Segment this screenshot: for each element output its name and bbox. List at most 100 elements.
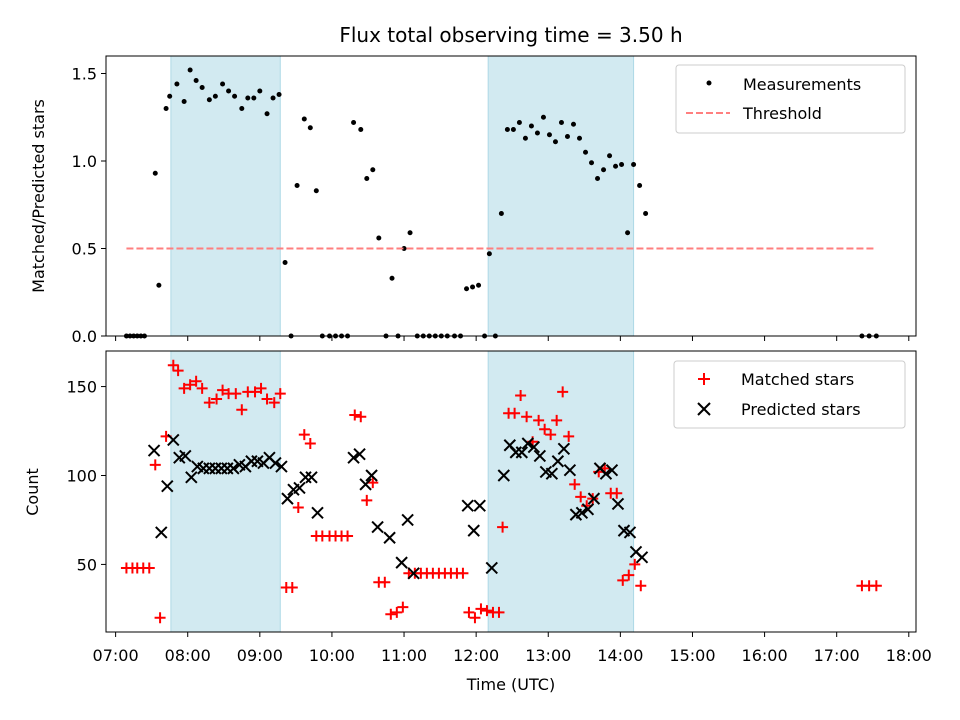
matched-stars-point-57 — [469, 612, 481, 624]
matched-stars-point-22 — [255, 382, 267, 394]
matched-stars-point-61 — [493, 606, 505, 618]
matched-stars-point-65 — [515, 389, 527, 401]
measurements-point-16 — [212, 93, 218, 99]
ratio-legend-threshold-label: Threshold — [742, 104, 822, 123]
count-legend-predicted-marker — [697, 402, 711, 416]
measurements-point-39 — [358, 127, 364, 132]
measurements-point-67 — [528, 123, 534, 129]
matched-stars-point-85 — [635, 580, 647, 592]
count-x-tick-label-3: 10:00 — [309, 646, 355, 665]
predicted-stars-point-25 — [299, 471, 312, 484]
matched-stars-point-64 — [509, 407, 521, 419]
matched-stars-point-45 — [397, 601, 409, 613]
matched-stars-point-84 — [629, 558, 641, 570]
matched-stars-point-25 — [274, 388, 286, 400]
matched-stars-point-40 — [367, 477, 379, 489]
predicted-stars-point-50 — [551, 455, 565, 468]
count-shaded-interval-0 — [170, 350, 281, 633]
measurements-point-17 — [220, 81, 226, 87]
measurements-point-86 — [643, 211, 649, 216]
matched-stars-point-16 — [217, 384, 229, 396]
measurements-point-8 — [163, 106, 169, 111]
predicted-stars-point-62 — [623, 526, 637, 539]
predicted-stars-point-38 — [467, 524, 480, 537]
count-legend-predicted-label: Predicted stars — [741, 400, 861, 419]
ratio-panel: 0.0 0.5 1.0 1.5 Flux total observing time =… — [29, 23, 917, 346]
matched-stars-point-59 — [481, 605, 493, 617]
measurements-point-60 — [486, 251, 492, 257]
predicted-stars-point-64 — [635, 551, 649, 564]
matched-stars-point-6 — [154, 612, 166, 624]
matched-stars-point-29 — [298, 429, 310, 441]
measurements-point-83 — [625, 230, 631, 236]
predicted-stars-point-46 — [527, 440, 541, 454]
predicted-stars-point-29 — [353, 447, 366, 461]
ratio-legend: Measurements Threshold — [675, 64, 906, 134]
matched-stars-point-88 — [870, 580, 882, 592]
matched-stars-point-44 — [391, 606, 403, 618]
matched-stars-point-66 — [521, 411, 533, 423]
predicted-stars-point-36 — [407, 567, 420, 580]
predicted-stars-point-30 — [359, 478, 372, 491]
matched-stars-point-27 — [286, 582, 298, 594]
measurements-point-26 — [276, 92, 282, 97]
matched-stars-point-73 — [563, 430, 575, 442]
predicted-stars-point-39 — [473, 499, 486, 512]
matched-stars-point-82 — [617, 574, 629, 586]
measurements-point-44 — [389, 275, 395, 281]
matched-stars-point-62 — [497, 521, 509, 533]
matched-stars-point-28 — [292, 502, 304, 514]
predicted-stars-point-1 — [155, 526, 168, 539]
matched-stars-point-18 — [230, 388, 242, 400]
count-y-axis-label: Count — [23, 468, 42, 516]
matched-stars-point-74 — [569, 478, 581, 490]
predicted-stars-point-27 — [311, 506, 324, 520]
matched-stars-point-4 — [143, 562, 155, 574]
count-y-tick-label-2: 150 — [66, 378, 97, 397]
matched-stars-point-69 — [539, 423, 551, 435]
count-panel: 50 100 150 07:00 08:00 09:00 10:00 11:00 12:00 1… — [23, 350, 932, 694]
matched-stars-point-39 — [361, 494, 373, 506]
matched-stars-point-12 — [190, 375, 202, 387]
matched-stars-point-37 — [349, 409, 361, 421]
predicted-stars-point-31 — [365, 469, 378, 482]
measurements-point-84 — [631, 162, 637, 167]
matched-stars-point-58 — [475, 603, 487, 615]
measurements-point-66 — [522, 135, 528, 141]
predicted-stars-point-33 — [383, 531, 396, 544]
predicted-stars-point-20 — [269, 456, 282, 470]
predicted-stars-point-41 — [497, 469, 510, 482]
measurements-point-13 — [193, 78, 199, 83]
predicted-stars-point-40 — [485, 561, 498, 575]
observing-window-shades — [170, 55, 635, 337]
count-x-axis-label: Time (UTC) — [466, 675, 555, 694]
measurements-point-25 — [270, 95, 276, 101]
predicted-stars-point-47 — [533, 449, 547, 463]
measurements-point-57 — [470, 284, 476, 290]
matched-stars-point-38 — [355, 411, 367, 423]
matched-stars-point-83 — [623, 569, 635, 581]
measurements-point-42 — [376, 235, 382, 241]
measurements-point-46 — [401, 246, 407, 251]
measurements-point-72 — [558, 120, 564, 125]
measurements-point-69 — [540, 114, 546, 120]
predicted-stars-point-13 — [227, 462, 240, 475]
matched-stars-point-24 — [268, 397, 280, 409]
matched-stars-point-56 — [463, 606, 475, 618]
predicted-stars-point-58 — [599, 467, 613, 480]
count-x-tick-label-2: 09:00 — [237, 646, 283, 665]
measurements-point-47 — [407, 230, 413, 236]
predicted-stars-point-44 — [515, 446, 529, 459]
ratio-legend-measurements-marker — [706, 80, 712, 86]
matched-stars-point-21 — [249, 386, 261, 398]
matched-stars-point-70 — [545, 429, 557, 441]
ratio-y-tick-label-0: 0.0 — [72, 327, 97, 346]
matched-stars-point-11 — [184, 379, 196, 391]
predicted-stars-point-28 — [347, 451, 360, 464]
predicted-stars-point-45 — [521, 437, 535, 450]
measurements-point-19 — [232, 93, 238, 99]
predicted-stars-point-54 — [575, 506, 589, 520]
measurements-point-78 — [595, 176, 601, 181]
count-x-tick-label-1: 08:00 — [165, 646, 211, 665]
count-x-tick-label-9: 16:00 — [742, 646, 788, 665]
